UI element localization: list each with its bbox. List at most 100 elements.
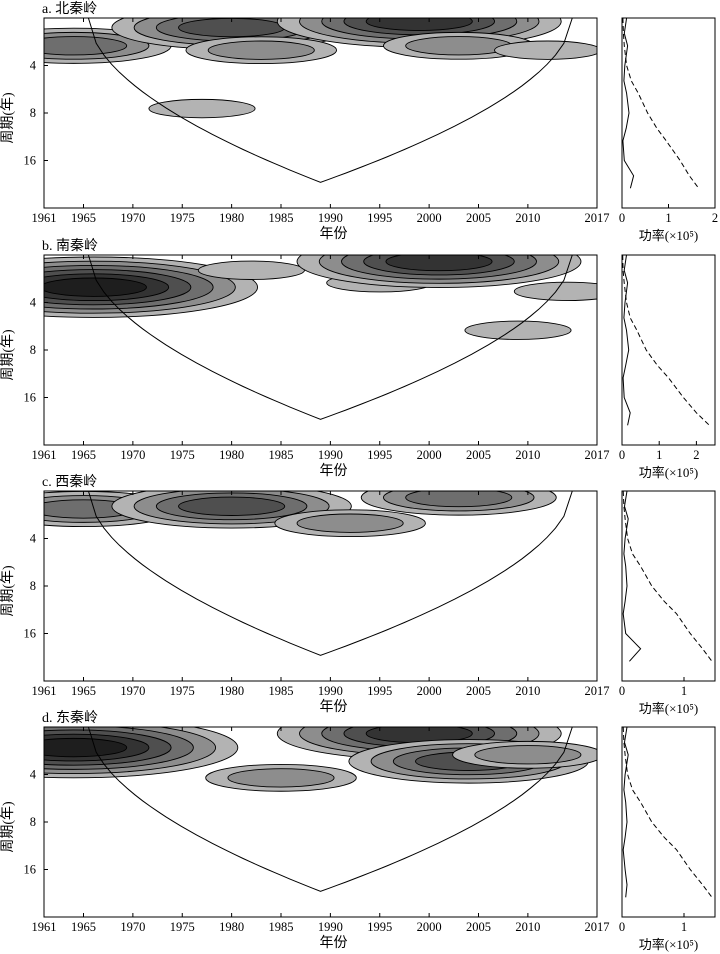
x-tick-label: 2010 (515, 448, 540, 462)
panel-title: d. 东秦岭 (42, 710, 98, 726)
x-tick-label: 2005 (466, 920, 491, 934)
x-tick-label: 1975 (170, 211, 195, 225)
power-frame (621, 490, 716, 682)
power-frame (621, 726, 716, 918)
power-x-tick-label: 0 (619, 920, 625, 934)
x-tick-label: 2005 (466, 684, 491, 698)
power-x-tick-label: 2 (712, 211, 718, 225)
x-tick-label: 1970 (120, 920, 145, 934)
contour-level-5 (385, 255, 493, 272)
contour-field (44, 491, 557, 538)
significance-line (622, 254, 710, 426)
x-tick-label: 2005 (466, 211, 491, 225)
x-tick-label: 1965 (71, 684, 96, 698)
x-tick-label: 1990 (318, 448, 343, 462)
y-tick-label: 16 (24, 391, 37, 405)
x-tick-label: 1995 (367, 920, 392, 934)
x-tick-label: 2000 (417, 920, 442, 934)
x-axis-label: 年份 (320, 699, 348, 715)
contour-level-2 (207, 40, 315, 60)
y-tick-label: 4 (30, 59, 37, 73)
x-tick-label: 1970 (120, 684, 145, 698)
x-tick-label: 1975 (170, 920, 195, 934)
x-tick-label: 2010 (515, 684, 540, 698)
panel-title: c. 西秦岭 (42, 474, 97, 490)
power-x-tick-label: 0 (619, 448, 625, 462)
power-axis-label: 功率(×10⁵) (639, 701, 699, 716)
contour-field (44, 18, 597, 119)
x-tick-label: 1975 (170, 684, 195, 698)
panel-title: b. 南秦岭 (42, 238, 98, 254)
contour-level-3 (405, 491, 513, 508)
power-frame (621, 17, 716, 209)
y-tick-label: 16 (24, 627, 37, 641)
x-tick-label: 1985 (269, 211, 294, 225)
y-tick-label: 4 (30, 532, 37, 546)
power-line (622, 490, 642, 662)
contour-level-1 (148, 98, 256, 119)
contour-level-2 (296, 513, 404, 533)
x-tick-label: 1961 (32, 684, 57, 698)
significance-line (622, 17, 700, 189)
x-tick-label: 2017 (585, 211, 610, 225)
x-tick-label: 1990 (318, 211, 343, 225)
y-tick-label: 16 (24, 154, 37, 168)
x-tick-label: 1961 (32, 211, 57, 225)
x-axis-label: 年份 (320, 226, 348, 242)
contour-level-5 (365, 18, 473, 31)
x-tick-label: 2000 (417, 684, 442, 698)
y-tick-label: 8 (30, 579, 36, 593)
power-x-tick-label: 1 (665, 211, 671, 225)
x-tick-label: 1961 (32, 448, 57, 462)
power-line (622, 726, 629, 898)
power-x-tick-label: 0 (619, 211, 625, 225)
contour-level-6 (44, 277, 147, 297)
contour-field (44, 727, 597, 792)
y-axis-label: 周期(年) (0, 329, 16, 381)
contour-level-2 (474, 745, 582, 765)
x-tick-label: 2010 (515, 920, 540, 934)
significance-line (622, 490, 713, 662)
x-axis-label: 年份 (320, 935, 348, 951)
contour-level-2 (227, 768, 335, 788)
x-tick-label: 1980 (219, 448, 244, 462)
x-tick-label: 1970 (120, 448, 145, 462)
power-frame (621, 254, 716, 446)
x-tick-label: 1985 (269, 684, 294, 698)
y-tick-label: 8 (30, 343, 36, 357)
power-axis-label: 功率(×10⁵) (639, 228, 699, 243)
x-tick-label: 1965 (71, 920, 96, 934)
contour-level-1 (494, 40, 597, 60)
x-tick-label: 1995 (367, 448, 392, 462)
y-tick-label: 4 (30, 296, 37, 310)
power-x-tick-label: 0 (619, 684, 625, 698)
y-tick-label: 8 (30, 106, 36, 120)
contour-field (44, 255, 597, 340)
x-tick-label: 1980 (219, 920, 244, 934)
power-line (622, 254, 631, 426)
y-axis-label: 周期(年) (0, 565, 16, 617)
x-tick-label: 1985 (269, 920, 294, 934)
x-tick-label: 2017 (585, 448, 610, 462)
power-x-tick-label: 1 (681, 920, 687, 934)
x-tick-label: 1965 (71, 448, 96, 462)
y-axis-label: 周期(年) (0, 92, 16, 144)
x-tick-label: 1980 (219, 684, 244, 698)
significance-line (622, 726, 713, 898)
x-tick-label: 2017 (585, 684, 610, 698)
x-tick-label: 2010 (515, 211, 540, 225)
cone-of-influence (87, 491, 573, 656)
power-x-tick-label: 1 (681, 684, 687, 698)
x-tick-label: 1990 (318, 920, 343, 934)
x-tick-label: 1985 (269, 448, 294, 462)
cone-of-influence (87, 727, 573, 892)
x-tick-label: 2000 (417, 211, 442, 225)
y-axis-label: 周期(年) (0, 801, 16, 853)
power-axis-label: 功率(×10⁵) (639, 465, 699, 480)
panel-title: a. 北秦岭 (42, 1, 97, 17)
x-tick-label: 1980 (219, 211, 244, 225)
x-tick-label: 1975 (170, 448, 195, 462)
panel-2: b. 南秦岭 1961 1965 1970 1975 1980 1985 1990 1995 20… (0, 238, 716, 480)
